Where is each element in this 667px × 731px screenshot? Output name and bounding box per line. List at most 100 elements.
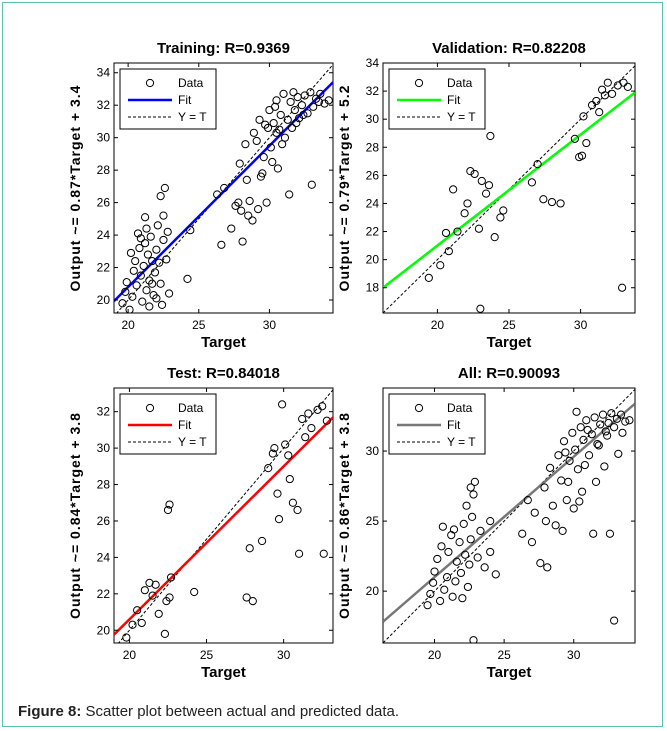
all-data-point <box>625 416 634 425</box>
training-data-point <box>165 289 174 298</box>
all-data-point <box>480 563 489 572</box>
all-data-point <box>576 423 585 432</box>
all-data-point <box>618 428 627 437</box>
all-data-point <box>452 557 461 566</box>
test-x-label: Target <box>201 664 246 681</box>
all-data-point <box>442 573 452 582</box>
test-legend-label: Fit <box>178 418 192 432</box>
test-y-label: Output ~= 0.84*Target + 3.8 <box>67 412 83 619</box>
all-panel: 20 25 30 20 25 30 All: R=0.90093 Target Output ~… <box>336 365 636 681</box>
all-data-point <box>440 585 449 594</box>
all-y-tick-label: 30 <box>366 444 380 458</box>
training-data-point <box>292 118 301 128</box>
all-data-point <box>448 592 457 601</box>
test-data-point <box>137 618 146 628</box>
all-data-point <box>607 409 616 418</box>
test-data-point <box>322 416 331 425</box>
all-data-point <box>584 451 594 460</box>
test-data-point <box>160 629 169 638</box>
validation-x-tick-label: 30 <box>574 318 588 332</box>
validation-x-tick-label: 25 <box>502 318 516 332</box>
training-x-label: Target <box>201 334 246 351</box>
test-data-point <box>294 549 304 558</box>
validation-data-point <box>582 138 591 148</box>
validation-data-point <box>623 82 632 91</box>
test-data-point <box>133 606 142 615</box>
test-data-point <box>304 409 313 418</box>
training-data-point <box>269 118 278 128</box>
validation-data-point <box>600 91 610 100</box>
all-data-point <box>426 589 435 599</box>
training-x-tick-label: 20 <box>121 318 135 332</box>
all-y-tick-label: 20 <box>366 584 380 598</box>
all-data-point <box>562 495 571 505</box>
all-data-point <box>449 525 459 534</box>
training-data-point <box>138 297 147 306</box>
all-data-point <box>564 477 573 486</box>
training-data-point <box>136 234 145 243</box>
training-data-point <box>242 175 251 184</box>
training-data-point <box>266 143 275 152</box>
figure-caption: Figure 8: Scatter plot between actual an… <box>18 703 658 720</box>
all-data-point <box>461 550 470 559</box>
figure-svg: 20 25 30 20 22 24 26 28 30 32 34 Training: R=0.9369… <box>67 40 636 681</box>
all-data-point <box>589 529 598 538</box>
test-legend-data-marker <box>145 403 155 413</box>
all-data-point <box>594 441 603 450</box>
test-data-point <box>166 573 176 582</box>
all-data-point <box>469 636 478 643</box>
test-data-point <box>165 500 174 509</box>
all-data-point <box>458 594 467 603</box>
validation-fit-line <box>383 91 635 289</box>
training-data-point <box>268 157 277 167</box>
training-data-point <box>140 213 150 222</box>
training-data-point <box>129 266 138 275</box>
all-data-point <box>518 529 527 538</box>
training-data-point <box>121 287 130 296</box>
training-data-point <box>152 294 161 303</box>
training-data-point <box>261 120 270 129</box>
test-data-point <box>307 423 316 433</box>
training-data-point <box>128 292 137 301</box>
validation-data-point <box>453 227 462 236</box>
training-data-point <box>163 227 172 236</box>
training-data-point <box>156 279 165 288</box>
training-data-point <box>150 268 160 277</box>
training-data-point <box>262 198 271 207</box>
all-data-point <box>459 519 468 529</box>
caption-label: Figure 8: <box>18 703 82 720</box>
training-data-point <box>244 211 253 220</box>
training-data-point <box>157 300 167 309</box>
test-x-tick-label: 30 <box>277 648 291 662</box>
training-y-label: Output ~= 0.87*Target + 3.4 <box>67 85 83 292</box>
training-data-point <box>162 255 171 264</box>
training-data-point <box>235 159 244 168</box>
all-data-point <box>604 418 613 428</box>
training-data-point <box>125 305 134 313</box>
training-data-point <box>259 153 268 162</box>
validation-data-point <box>577 151 587 160</box>
training-data-point <box>309 102 318 111</box>
validation-y-tick-label: 34 <box>366 56 380 70</box>
training-data-point <box>241 140 250 149</box>
all-data-point <box>473 553 482 562</box>
training-data-point <box>152 245 161 254</box>
training-data-point <box>245 196 254 206</box>
training-data-point <box>255 115 264 124</box>
all-data-point <box>465 560 474 569</box>
validation-data-point <box>466 167 475 176</box>
validation-data-point <box>527 178 537 187</box>
all-data-point <box>579 435 588 444</box>
all-legend: Data Fit Y = T <box>388 393 486 455</box>
validation-data-point <box>595 108 604 117</box>
all-data-point <box>469 490 478 499</box>
validation-data-point <box>533 160 542 169</box>
training-data-point <box>237 206 246 215</box>
test-data-point <box>122 633 131 642</box>
validation-data-point <box>592 96 601 106</box>
validation-data-point <box>619 78 628 87</box>
training-data-point <box>314 97 323 107</box>
test-legend-label: Data <box>178 401 204 415</box>
training-data-point <box>278 140 287 149</box>
all-data-point <box>466 535 475 544</box>
